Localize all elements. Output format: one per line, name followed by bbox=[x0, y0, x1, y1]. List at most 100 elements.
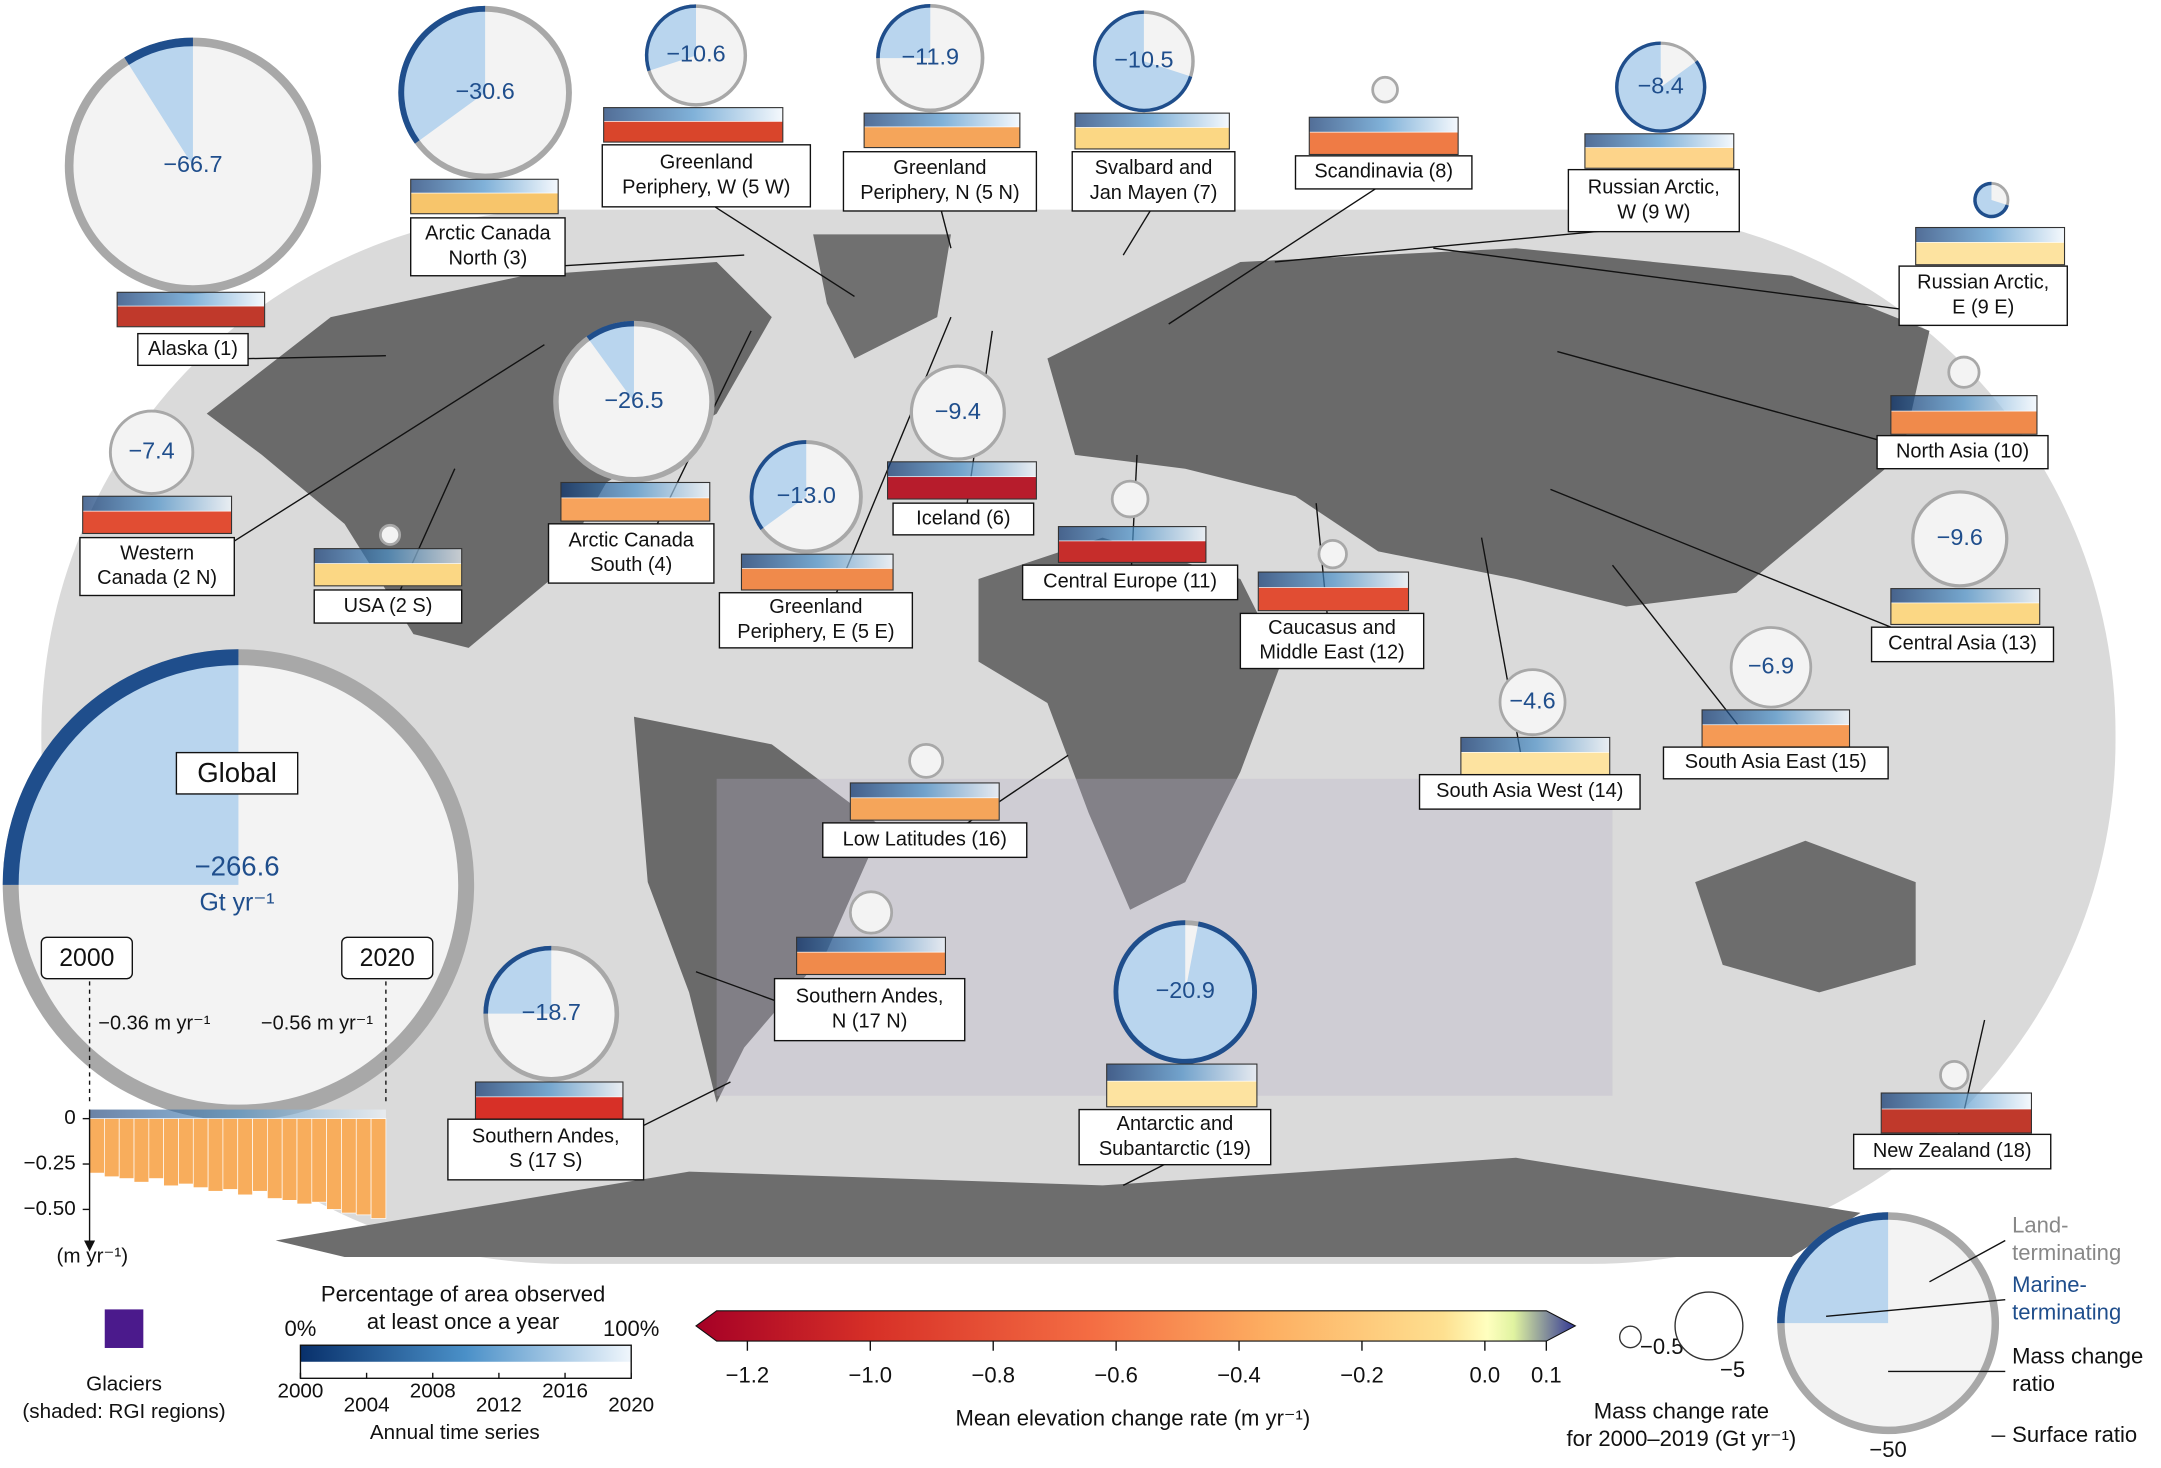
region-name: Greenland bbox=[893, 157, 986, 179]
coverage-axis-label: Annual time series bbox=[370, 1421, 540, 1444]
strip-frame bbox=[1584, 133, 1735, 169]
coverage-strip bbox=[117, 292, 265, 307]
region-label-box bbox=[822, 822, 1028, 859]
region-name: W (9 W) bbox=[1617, 201, 1690, 223]
y-tick-label: −0.50 bbox=[24, 1197, 76, 1220]
size-label: −50 bbox=[1869, 1437, 1906, 1462]
region-name: Russian Arctic, bbox=[1917, 272, 2049, 294]
marine-arc bbox=[1973, 181, 2009, 219]
mass-circle bbox=[1371, 75, 1399, 104]
coverage-bar bbox=[300, 1345, 632, 1362]
marine-slice bbox=[588, 323, 634, 402]
elevation-strip bbox=[116, 305, 265, 328]
bar bbox=[163, 1118, 179, 1187]
strip-frame bbox=[1890, 588, 2041, 625]
marine-arc bbox=[1777, 1212, 1889, 1324]
mass-circle bbox=[1498, 668, 1567, 737]
x-tick-label: −0.4 bbox=[1217, 1363, 1261, 1388]
bar bbox=[222, 1118, 239, 1190]
year-box bbox=[341, 936, 434, 980]
region-value: −11.9 bbox=[902, 43, 960, 69]
elevation-strip bbox=[1308, 131, 1459, 155]
marine-slice bbox=[646, 6, 696, 71]
bar bbox=[341, 1118, 357, 1214]
x-tick-label: 0.1 bbox=[1531, 1363, 1562, 1388]
strip-frame bbox=[82, 495, 233, 535]
region-value: −13.0 bbox=[777, 482, 836, 508]
strip-frame bbox=[410, 178, 559, 215]
coverage-strip bbox=[1702, 709, 1850, 725]
elevation-strip bbox=[475, 1096, 624, 1120]
region-name: Periphery, E (5 E) bbox=[737, 621, 894, 643]
region-label-box bbox=[547, 523, 715, 584]
global-title: Global bbox=[197, 757, 277, 788]
bar bbox=[133, 1118, 150, 1183]
bar bbox=[296, 1118, 313, 1205]
region-name: Southern Andes, bbox=[796, 986, 944, 1008]
marine-slice bbox=[1974, 183, 2008, 217]
region-name: Alaska (1) bbox=[148, 338, 238, 360]
strip-frame bbox=[1308, 116, 1459, 156]
bar bbox=[148, 1118, 165, 1179]
marine-slice bbox=[401, 8, 486, 142]
x-tick-label: −1.0 bbox=[849, 1363, 893, 1388]
region-label-box bbox=[1567, 168, 1740, 233]
size-label: −0.5 bbox=[1640, 1334, 1684, 1359]
year-label: 2000 bbox=[59, 945, 114, 972]
size-circle bbox=[1674, 1291, 1744, 1361]
coverage-strip bbox=[741, 554, 894, 569]
coverage-strip bbox=[82, 496, 232, 512]
pie-legend: Marine- bbox=[2012, 1272, 2087, 1297]
strip-frame bbox=[863, 112, 1021, 149]
region-name: Caucasus and bbox=[1268, 617, 1396, 639]
region-name: New Zealand (18) bbox=[1873, 1140, 2032, 1162]
marine-slice bbox=[10, 657, 239, 885]
x-tick-label: 0.0 bbox=[1470, 1363, 1501, 1388]
leader-line bbox=[1122, 205, 1155, 256]
colorbar-label: Mean elevation change rate (m yr⁻¹) bbox=[955, 1405, 1310, 1430]
x-tick-label: −0.6 bbox=[1094, 1363, 1138, 1388]
region-name: Low Latitudes (16) bbox=[843, 828, 1007, 850]
legend-pointer bbox=[1929, 1239, 2006, 1283]
marine-slice bbox=[751, 442, 807, 529]
region-name: Iceland (6) bbox=[916, 507, 1010, 529]
region-value: −9.4 bbox=[935, 398, 981, 424]
elevation-strip bbox=[1460, 751, 1611, 776]
colorbar bbox=[695, 1310, 1577, 1342]
region-name: N (17 N) bbox=[832, 1010, 907, 1032]
bar bbox=[104, 1118, 120, 1178]
pie-legend: Mass change bbox=[2012, 1343, 2143, 1368]
region-label-box bbox=[718, 592, 914, 649]
coverage-strip bbox=[1309, 117, 1459, 133]
marine-arc bbox=[1615, 41, 1707, 133]
region-value: −20.9 bbox=[1156, 977, 1215, 1003]
elevation-strip bbox=[603, 121, 784, 143]
marine-slice bbox=[877, 5, 931, 59]
mass-circle bbox=[909, 364, 1006, 461]
coverage-strip bbox=[1106, 1064, 1257, 1082]
elevation-strip bbox=[1074, 127, 1230, 150]
elevation-strip bbox=[1915, 242, 2065, 266]
coverage-title: Percentage of area observed bbox=[321, 1281, 605, 1306]
region-name: North Asia (10) bbox=[1896, 440, 2029, 462]
region-label-box bbox=[313, 589, 463, 624]
region-name: South (4) bbox=[590, 554, 672, 576]
x-tick-label: 2020 bbox=[608, 1393, 654, 1416]
marine-arc bbox=[876, 3, 931, 59]
region-name: Greenland bbox=[660, 152, 753, 174]
region-name: Antarctic and bbox=[1117, 1113, 1234, 1135]
elevation-strip bbox=[313, 563, 463, 587]
region-label-box bbox=[1071, 151, 1236, 212]
strip-frame bbox=[849, 782, 1000, 821]
region-name: Canada (2 N) bbox=[97, 567, 217, 589]
leader-line bbox=[939, 205, 952, 249]
coverage-strip bbox=[1058, 526, 1206, 541]
strip-frame bbox=[313, 548, 463, 587]
region-name: North (3) bbox=[448, 247, 527, 269]
region-name: Central Europe (11) bbox=[1043, 571, 1217, 593]
marine-arc bbox=[398, 5, 486, 144]
bar bbox=[207, 1118, 224, 1192]
x-tick-label: 2008 bbox=[410, 1380, 456, 1403]
elevation-strip bbox=[1890, 602, 2041, 625]
region-name: S (17 S) bbox=[509, 1150, 582, 1172]
